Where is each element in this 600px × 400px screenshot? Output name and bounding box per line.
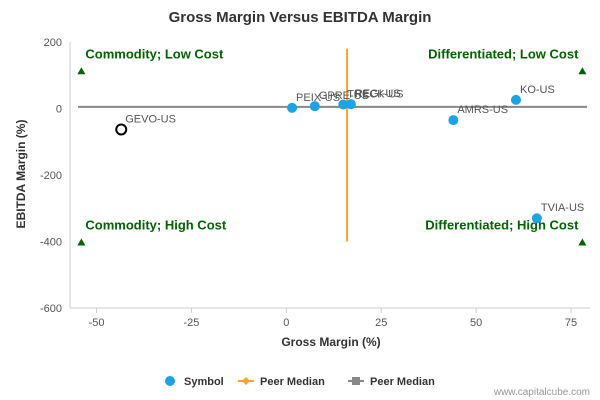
x-tick-label: 0 [283,317,289,329]
data-point-label: GEVO-US [125,113,176,125]
quadrant-label: Commodity; High Cost [85,217,226,232]
legend-marker-diamond [242,377,250,385]
data-point-label: TVIA-US [541,202,584,214]
y-tick-label: -600 [40,303,62,315]
data-point-label: PEIX-US [296,92,340,104]
y-axis-ticks: 200 0 -200 -400 -600 [40,37,62,315]
legend-label: Peer Median [370,376,435,388]
data-point [287,102,298,113]
legend: Symbol Peer Median Peer Median [165,376,435,388]
quadrant-label: Differentiated; High Cost [425,217,579,232]
x-tick-label: -50 [89,317,105,329]
peer-median-lines [78,48,587,242]
data-point [309,101,320,112]
legend-marker-square [352,377,360,385]
data-point [510,94,521,105]
data-point [448,115,459,126]
legend-label: Symbol [184,376,224,388]
data-point-label: GPRE-US [319,90,369,102]
y-tick-label: -200 [40,170,62,182]
data-point-label: AMRS-US [457,104,508,116]
data-point-label: KO-US [520,84,555,96]
legend-marker-symbol [165,376,175,386]
data-point-label: REGI-US [355,88,401,100]
x-tick-label: -25 [184,317,200,329]
quadrant-marker [77,67,86,75]
x-axis-ticks: -50 -25 0 25 50 75 [89,308,577,329]
data-point-highlight [115,123,128,136]
x-tick-label: 75 [565,317,577,329]
quadrant-marker [77,238,86,246]
x-axis-title: Gross Margin (%) [281,335,380,349]
chart-title: Gross Margin Versus EBITDA Margin [169,9,432,26]
x-tick-label: 25 [375,317,387,329]
y-tick-label: 0 [56,104,62,116]
y-tick-label: -400 [40,237,62,249]
quadrant-marker [578,238,587,246]
data-point [531,213,542,224]
data-point [345,99,356,110]
quadrant-label: Differentiated; Low Cost [428,46,579,61]
credit-text: www.capitalcube.com [493,387,590,398]
quadrant-labels: Commodity; Low Cost Differentiated; Low C… [77,46,587,246]
plot-area [69,42,590,309]
quadrant-marker [578,67,587,75]
y-axis-title: EBITDA Margin (%) [14,120,28,229]
data-point [338,99,349,110]
x-tick-label: 50 [470,317,482,329]
data-point-label: TRECK-US [347,89,403,101]
quadrant-label: Commodity; Low Cost [85,46,224,61]
legend-label: Peer Median [260,376,325,388]
y-tick-label: 200 [44,37,62,49]
